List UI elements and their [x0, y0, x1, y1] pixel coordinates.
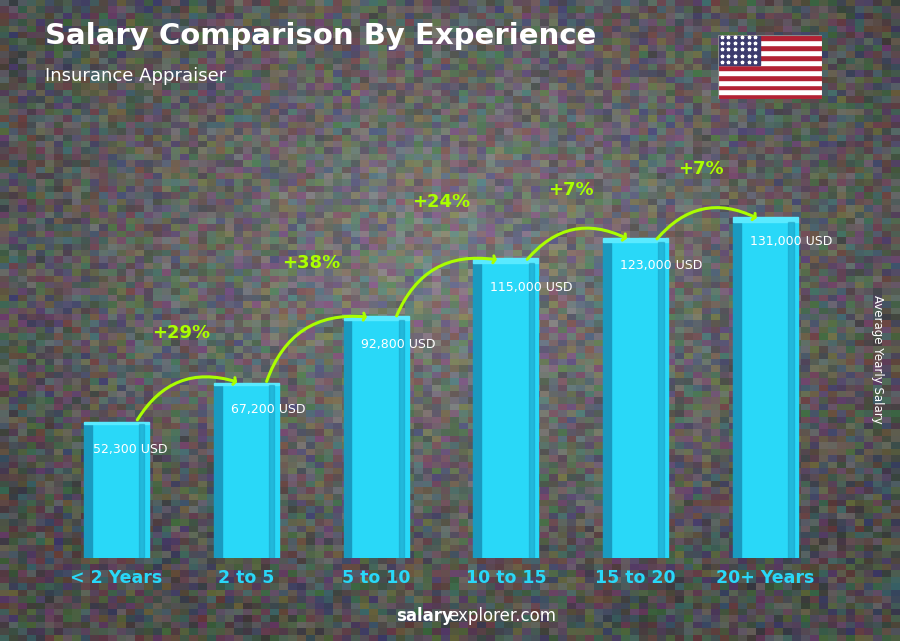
- Bar: [84, 422, 148, 424]
- Bar: [718, 85, 822, 90]
- Bar: [399, 320, 404, 558]
- Bar: [718, 45, 822, 50]
- Bar: [741, 222, 798, 558]
- Text: 52,300 USD: 52,300 USD: [93, 443, 167, 456]
- Bar: [718, 35, 822, 40]
- Bar: [718, 35, 760, 65]
- Text: 123,000 USD: 123,000 USD: [620, 259, 703, 272]
- Bar: [718, 60, 822, 65]
- Text: +7%: +7%: [548, 181, 594, 199]
- Text: 115,000 USD: 115,000 USD: [491, 281, 572, 294]
- Text: 67,200 USD: 67,200 USD: [230, 403, 305, 416]
- Text: Salary Comparison By Experience: Salary Comparison By Experience: [45, 22, 596, 51]
- Bar: [528, 263, 534, 558]
- Text: 92,800 USD: 92,800 USD: [361, 338, 435, 351]
- Bar: [718, 70, 822, 75]
- Bar: [611, 242, 668, 558]
- Bar: [603, 242, 611, 558]
- Text: salary: salary: [396, 607, 453, 625]
- Bar: [734, 222, 741, 558]
- Text: explorer.com: explorer.com: [448, 607, 556, 625]
- Bar: [140, 424, 144, 558]
- Bar: [344, 316, 409, 320]
- Bar: [351, 320, 409, 558]
- Bar: [659, 242, 663, 558]
- Bar: [221, 385, 279, 558]
- Bar: [473, 258, 538, 263]
- Bar: [482, 263, 538, 558]
- Text: +24%: +24%: [412, 193, 470, 211]
- Bar: [718, 65, 822, 70]
- Bar: [718, 55, 822, 60]
- Bar: [734, 217, 798, 222]
- Text: +38%: +38%: [282, 254, 340, 272]
- Bar: [718, 90, 822, 94]
- Bar: [788, 222, 794, 558]
- Text: 131,000 USD: 131,000 USD: [750, 235, 832, 247]
- Bar: [214, 385, 221, 558]
- Bar: [269, 385, 274, 558]
- Text: +29%: +29%: [152, 324, 211, 342]
- Bar: [718, 50, 822, 55]
- Bar: [214, 383, 279, 385]
- Bar: [718, 94, 822, 99]
- Bar: [84, 424, 92, 558]
- Bar: [718, 40, 822, 45]
- Bar: [718, 75, 822, 79]
- Text: +7%: +7%: [678, 160, 724, 178]
- Bar: [718, 79, 822, 85]
- Bar: [92, 424, 148, 558]
- Text: Insurance Appraiser: Insurance Appraiser: [45, 67, 226, 85]
- Bar: [603, 238, 668, 242]
- Text: Average Yearly Salary: Average Yearly Salary: [871, 295, 884, 423]
- Bar: [473, 263, 482, 558]
- Bar: [344, 320, 351, 558]
